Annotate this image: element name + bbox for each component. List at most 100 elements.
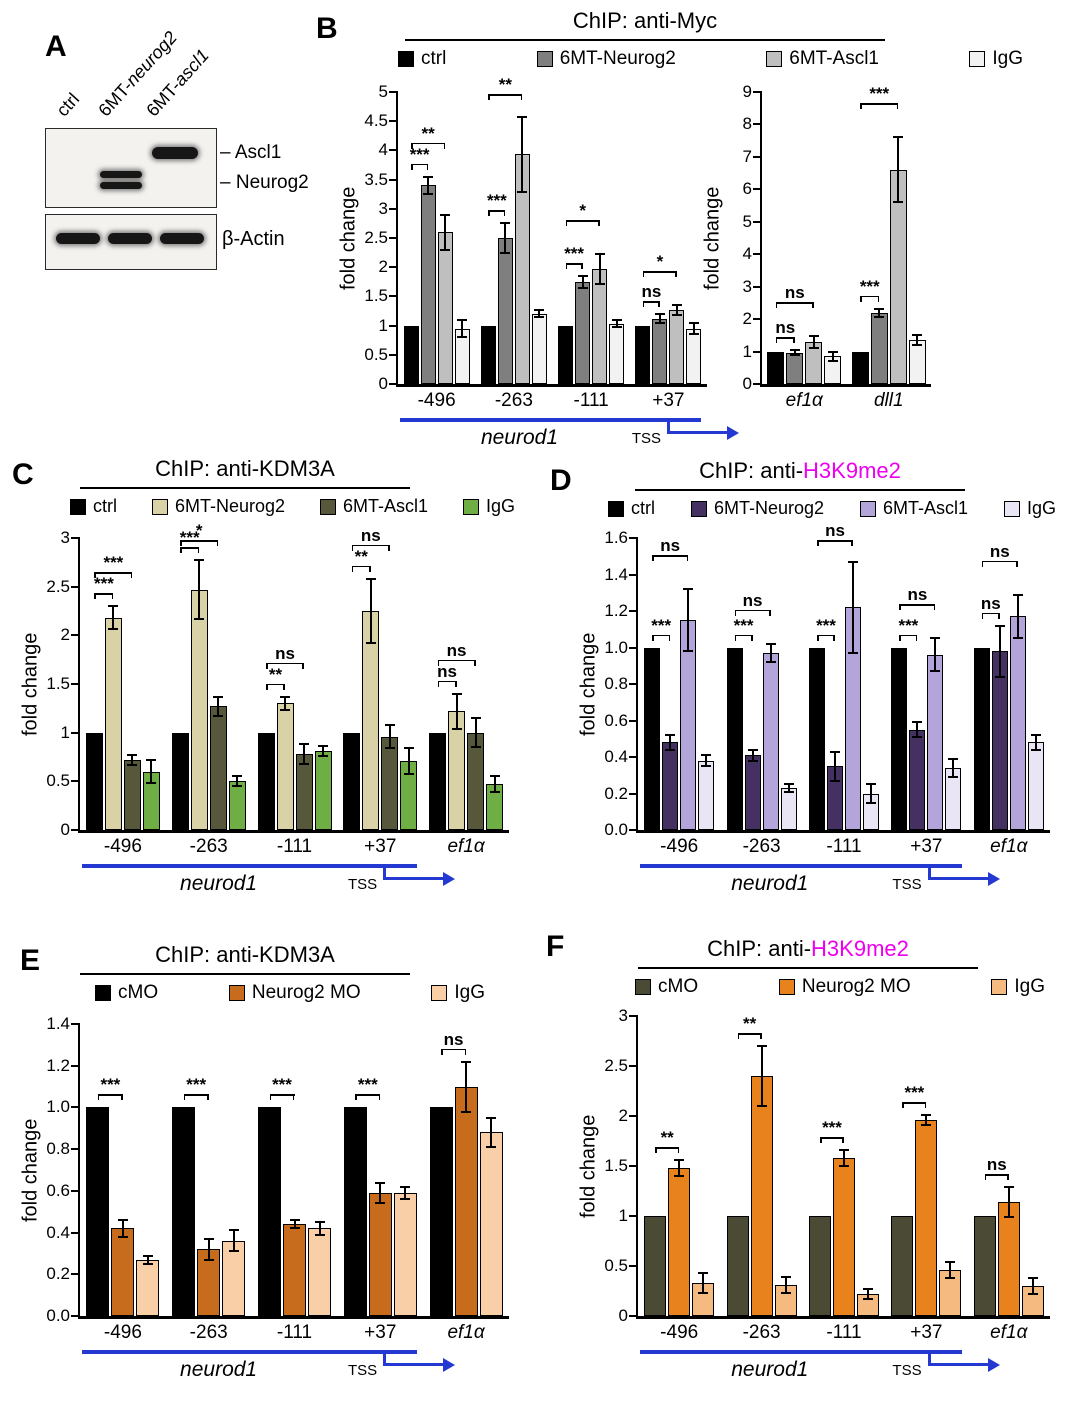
significance-label: ns — [784, 282, 805, 302]
significance-bracket — [180, 547, 200, 549]
y-tick-mark — [389, 120, 398, 123]
significance-bracket-tick — [111, 593, 114, 600]
legend-swatch-ctrl — [608, 500, 624, 517]
error-bar-cap — [289, 1219, 300, 1222]
error-bar-cap — [912, 721, 923, 724]
significance-bracket-tick — [426, 163, 429, 170]
significance-bracket-tick — [833, 634, 835, 641]
significance-bracket — [351, 565, 371, 568]
x-category-label: -111 — [826, 836, 862, 857]
significance-bracket — [981, 560, 1018, 563]
x-category-label: ef1α — [447, 836, 485, 857]
error-bar — [146, 1255, 149, 1264]
significance-label: ** — [354, 546, 368, 566]
error-bar — [916, 722, 919, 737]
bar-ctrl — [480, 325, 496, 384]
tss-label: TSS — [892, 876, 922, 893]
bar-6mt-ascl1 — [295, 754, 313, 830]
error-bar — [669, 735, 672, 750]
y-tick-mark — [71, 1106, 80, 1109]
error-bar-cap — [534, 309, 545, 312]
panel-d-title-highlight: H3K9me2 — [803, 458, 901, 483]
error-bar-cap — [930, 670, 941, 673]
bar-6mt-neurog2 — [575, 281, 591, 384]
bar-6mt-neurog2 — [662, 742, 679, 830]
significance-bracket-tick — [443, 142, 446, 149]
legend-swatch-igg — [969, 51, 986, 67]
error-bar-cap — [403, 772, 414, 775]
error-bar-cap — [701, 765, 712, 768]
ascl1-band-label: – Ascl1 — [220, 142, 281, 164]
y-tick-mark — [389, 353, 398, 356]
error-bar — [831, 351, 834, 362]
x-category-label: ef1α — [990, 836, 1028, 857]
y-tick-label: 0.0 — [46, 1306, 70, 1325]
significance-bracket-tick — [998, 612, 1000, 619]
significance-bracket — [820, 1137, 844, 1139]
significance-label: *** — [869, 84, 890, 104]
error-bar — [236, 776, 239, 787]
y-tick-mark — [629, 1165, 638, 1167]
y-tick-mark — [629, 573, 638, 576]
y-tick-label: 8 — [742, 114, 752, 134]
bar-igg — [908, 340, 926, 384]
y-tick-label: 3 — [60, 528, 70, 547]
error-bar-cap — [688, 333, 699, 336]
bar-6mt-neurog2 — [652, 318, 668, 384]
error-bar — [493, 776, 496, 793]
y-tick-label: 0.2 — [604, 783, 628, 803]
gene-name: neurod1 — [480, 426, 559, 449]
significance-bracket-tick — [378, 1094, 381, 1101]
significance-bracket-tick — [877, 295, 880, 302]
bar-6mt-neurog2 — [104, 617, 122, 830]
significance-label: *** — [816, 615, 836, 635]
error-bar — [322, 746, 324, 756]
tss-arrow-shaft — [927, 877, 988, 880]
error-bar — [760, 1046, 763, 1106]
y-tick-label: 0.5 — [46, 771, 70, 791]
x-category-label: ef1α — [990, 1322, 1028, 1343]
legend-item-6mt-neurog2: 6MT-Neurog2 — [690, 498, 824, 519]
x-category-label: +37 — [652, 390, 685, 411]
legend-item-neurog2-mo: Neurog2 MO — [778, 976, 911, 998]
significance-bracket-tick — [817, 634, 819, 641]
y-tick-label: 1.5 — [604, 1156, 628, 1175]
error-bar-cap — [683, 650, 694, 653]
legend-item-igg: IgG — [462, 496, 515, 517]
error-bar — [112, 606, 115, 630]
panel-b-left-chart: fold change *** ** *** ** *** * ns * 0 0.5 1 1.5 2 2.5… — [338, 75, 739, 476]
legend-swatch-neurog2-mo — [228, 985, 245, 1001]
error-bar — [455, 693, 458, 729]
bar-ctrl — [403, 325, 419, 384]
tss-label: TSS — [348, 876, 378, 893]
error-bar — [952, 758, 955, 778]
error-bar-cap — [470, 717, 481, 720]
y-axis-line — [395, 92, 398, 387]
error-bar — [897, 137, 900, 203]
significance-label: ** — [421, 123, 435, 143]
legend-label-ctrl: ctrl — [93, 496, 117, 516]
significance-bracket-tick — [769, 609, 771, 616]
significance-bracket-tick — [503, 210, 506, 217]
significance-bracket — [565, 262, 583, 265]
significance-bracket — [437, 659, 476, 662]
tss-arrow-shaft — [383, 877, 444, 880]
significance-bracket — [269, 1094, 295, 1097]
significance-label: ** — [660, 1128, 674, 1147]
x-axis-line — [635, 830, 1050, 833]
significance-bracket — [183, 1094, 209, 1097]
error-bar-cap — [577, 286, 588, 289]
y-tick-label: 1.2 — [46, 1055, 70, 1075]
significance-bracket-tick — [668, 634, 671, 641]
significance-bracket-tick — [652, 634, 654, 641]
x-category-label: +37 — [910, 836, 943, 857]
bar-cmo — [172, 1107, 196, 1316]
significance-bracket — [488, 94, 523, 96]
error-bar-cap — [789, 354, 800, 357]
x-category-label: +37 — [364, 836, 397, 857]
y-tick-mark — [753, 285, 762, 288]
bar-igg — [136, 1259, 160, 1316]
significance-label: *** — [859, 276, 880, 296]
y-tick-mark — [629, 719, 638, 722]
y-tick-mark — [389, 383, 398, 385]
